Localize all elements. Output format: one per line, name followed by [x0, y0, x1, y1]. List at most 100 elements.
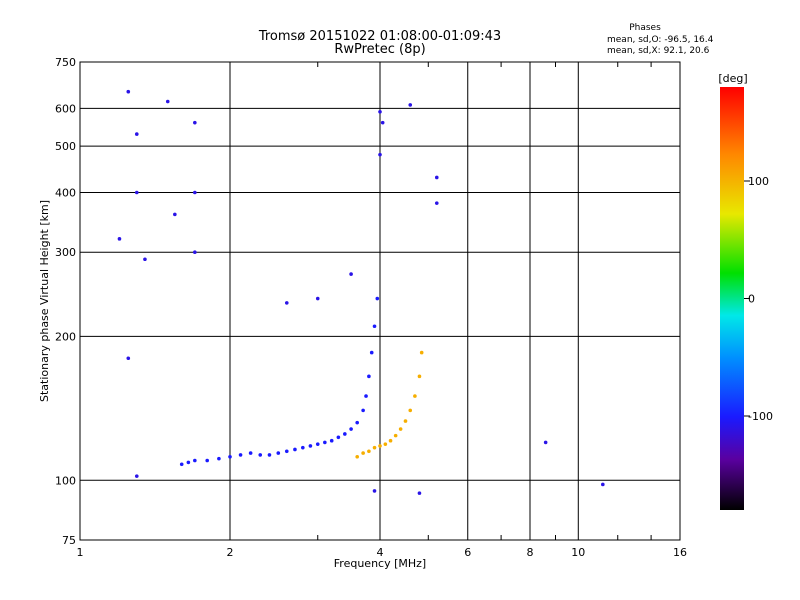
data-point	[380, 120, 385, 125]
data-point	[408, 408, 413, 413]
colorbar-tick-label: -100	[748, 410, 773, 423]
data-point	[267, 453, 272, 457]
data-point	[186, 460, 191, 465]
y-tick-label: 750	[55, 56, 76, 69]
data-point	[367, 449, 371, 454]
x-tick-label: 2	[227, 546, 234, 559]
data-point	[248, 451, 253, 455]
data-point	[336, 435, 341, 440]
data-point	[179, 462, 184, 467]
colorbar-tick-label: 100	[748, 175, 769, 188]
data-point	[383, 442, 388, 446]
data-point	[413, 394, 417, 398]
y-axis-ticks: 75 100 200 300 400 500 600 750	[55, 56, 76, 547]
data-point	[601, 482, 605, 487]
data-point	[434, 201, 439, 205]
y-tick-label: 500	[55, 140, 76, 153]
data-point	[361, 451, 365, 455]
data-point	[434, 175, 439, 180]
data-point	[378, 110, 382, 114]
data-point	[349, 427, 353, 431]
x-tick-label: 4	[377, 546, 384, 559]
data-point	[217, 456, 221, 461]
data-point	[284, 301, 289, 305]
grid	[80, 62, 680, 540]
data-points	[117, 89, 605, 495]
data-point	[417, 491, 422, 495]
x-axis-ticks: 1 2 4 6 8 10 16	[77, 62, 687, 559]
data-point	[126, 89, 131, 94]
data-point	[117, 237, 122, 241]
data-point	[126, 356, 131, 361]
data-point	[364, 394, 368, 398]
data-point	[375, 296, 380, 301]
data-point	[134, 190, 139, 195]
data-point	[134, 474, 139, 478]
data-point	[315, 442, 320, 446]
data-point	[193, 458, 197, 463]
data-point	[372, 489, 377, 493]
colorbar-ticks: 100 0 -100	[744, 175, 773, 423]
x-tick-label: 8	[527, 546, 534, 559]
data-point	[355, 420, 359, 425]
y-tick-label: 300	[55, 246, 76, 259]
data-point	[419, 350, 424, 355]
colorbar-label: [deg]	[718, 72, 747, 85]
x-tick-label: 16	[673, 546, 687, 559]
data-point	[205, 458, 209, 463]
data-point	[193, 250, 197, 255]
data-point	[293, 447, 297, 452]
y-tick-label: 400	[55, 186, 76, 199]
data-point	[361, 408, 365, 413]
x-axis-label: Frequency [MHz]	[334, 557, 426, 570]
data-point	[134, 132, 139, 136]
data-point	[403, 419, 408, 423]
data-point	[388, 438, 393, 443]
y-axis-label: Stationary phase Virtual Height [km]	[38, 200, 51, 402]
data-point	[173, 212, 177, 217]
data-point	[349, 272, 353, 276]
chart-subtitle: RwPretec (8p)	[334, 42, 425, 57]
y-tick-label: 75	[62, 534, 76, 547]
data-point	[301, 445, 305, 450]
data-point	[543, 440, 548, 445]
data-point	[367, 374, 371, 379]
x-tick-label: 1	[77, 546, 84, 559]
data-point	[165, 99, 170, 104]
data-point	[323, 440, 327, 445]
x-tick-label: 10	[571, 546, 585, 559]
data-point	[372, 324, 377, 329]
data-point	[398, 427, 403, 431]
data-point	[193, 120, 197, 125]
data-point	[372, 445, 377, 450]
data-point	[276, 451, 281, 455]
data-point	[417, 374, 422, 379]
data-point	[228, 454, 232, 459]
data-point	[329, 438, 334, 443]
y-tick-label: 600	[55, 102, 76, 115]
data-point	[355, 454, 359, 459]
data-point	[343, 432, 347, 436]
data-point	[238, 453, 243, 457]
data-point	[193, 190, 197, 195]
data-point	[308, 444, 313, 448]
stats-line-o: mean, sd,O: -96.5, 16.4	[607, 35, 714, 45]
data-point	[284, 449, 289, 454]
colorbar	[720, 87, 744, 510]
data-point	[378, 444, 382, 448]
colorbar-tick-label: 0	[748, 293, 755, 306]
chart-title: Tromsø 20151022 01:08:00-01:09:43	[258, 29, 501, 44]
data-point	[315, 296, 320, 301]
data-point	[369, 350, 374, 355]
plot-frame	[79, 61, 681, 541]
data-point	[378, 152, 382, 157]
x-tick-label: 6	[464, 546, 471, 559]
data-point	[408, 103, 413, 107]
stats-line-x: mean, sd,X: 92.1, 20.6	[607, 46, 710, 56]
data-point	[143, 257, 147, 262]
y-tick-label: 200	[55, 330, 76, 343]
y-tick-label: 100	[55, 474, 76, 487]
stats-heading: Phases	[629, 23, 661, 33]
data-point	[393, 433, 398, 438]
